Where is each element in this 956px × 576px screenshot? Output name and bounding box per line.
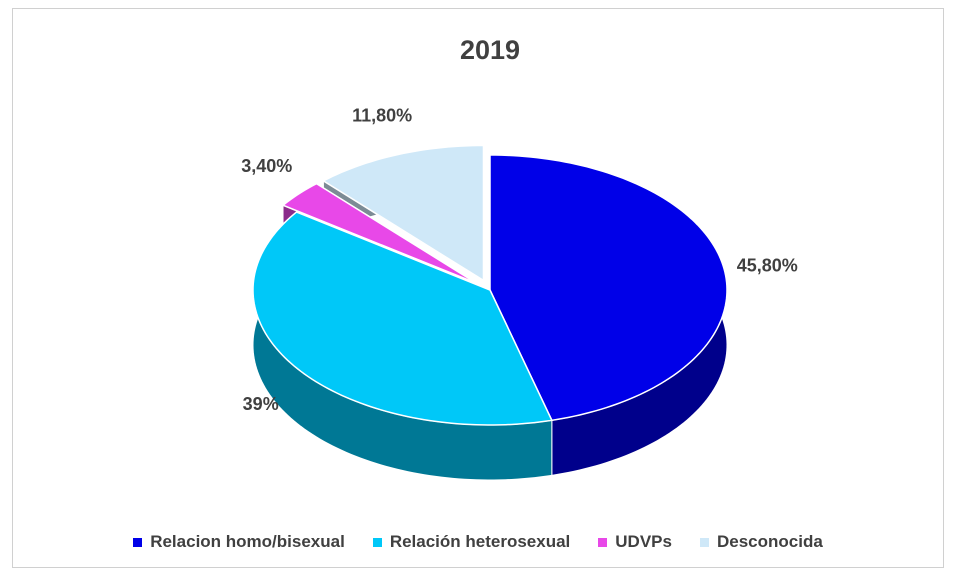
legend-swatch [372,537,382,547]
legend-label: Desconocida [716,532,823,551]
legend-swatch [133,537,143,547]
data-label: 39% [243,394,279,414]
legend-item: Relacion homo/bisexual [133,532,345,552]
legend: Relacion homo/bisexual Relación heterosex… [0,532,956,552]
slice [321,144,485,282]
legend-item: UDVPs [598,532,672,552]
legend-label: Relación heterosexual [389,532,571,551]
legend-swatch [598,537,608,547]
slice [489,154,728,422]
legend-item: Relación heterosexual [372,532,571,552]
slice [281,182,477,284]
data-label: 3,40% [241,156,292,176]
top-faces [252,144,728,426]
data-label: 11,80% [352,106,412,126]
data-label: 45,80% [737,256,798,276]
slice [252,211,553,426]
legend-label: Relacion homo/bisexual [150,532,345,551]
chart-frame [12,8,944,568]
legend-label: UDVPs [615,532,672,551]
legend-swatch [699,537,709,547]
chart-title: 2019 [460,35,520,65]
legend-item: Desconocida [699,532,823,552]
